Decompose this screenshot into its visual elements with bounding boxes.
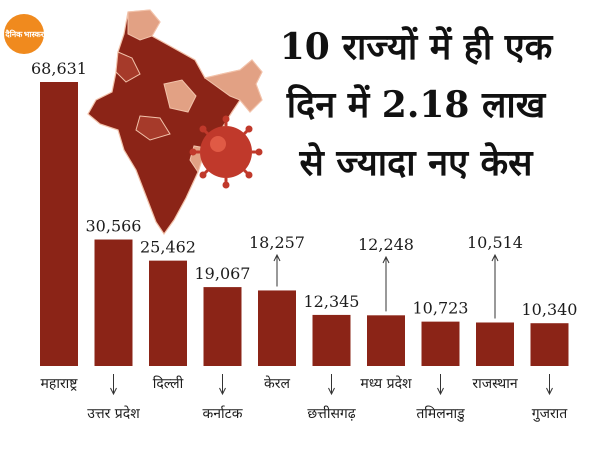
bar-3 xyxy=(149,260,187,366)
up-arrow-icon xyxy=(491,253,499,262)
headline-line-1: 10 राज्यों में ही एक xyxy=(279,26,553,68)
coronavirus-icon xyxy=(189,115,263,189)
down-arrow-icon xyxy=(110,387,117,396)
category-label-5: केरल xyxy=(264,375,290,392)
category-label-7: मध्य प्रदेश xyxy=(360,375,412,392)
bar-9 xyxy=(476,322,514,366)
category-label-4: कर्नाटक xyxy=(203,405,243,422)
bar-6 xyxy=(312,314,351,366)
bar-5 xyxy=(258,290,296,366)
value-label-7: 12,248 xyxy=(358,235,414,254)
bar-8 xyxy=(421,321,460,366)
bar-10 xyxy=(530,323,569,366)
bar-7 xyxy=(367,315,405,366)
logo-line-2: भास्कर xyxy=(23,29,44,39)
value-label-3: 25,462 xyxy=(140,238,196,257)
bar-1 xyxy=(40,82,78,366)
up-arrow-icon xyxy=(273,253,281,262)
category-label-6: छत्तीसगढ़ xyxy=(307,405,356,422)
value-label-6: 12,345 xyxy=(304,292,360,311)
value-label-2: 30,566 xyxy=(86,217,142,236)
category-label-3: दिल्ली xyxy=(153,375,184,392)
headline-line-2: दिन में 2.18 लाख xyxy=(286,84,546,126)
india-map-icon xyxy=(87,9,263,236)
category-label-9: राजस्थान xyxy=(472,376,517,392)
value-label-9: 10,514 xyxy=(467,233,523,252)
logo-line-1: दैनिक xyxy=(5,29,23,39)
category-label-1: महाराष्ट्र xyxy=(41,376,79,392)
value-label-1: 68,631 xyxy=(31,59,87,78)
value-label-10: 10,340 xyxy=(522,300,578,319)
category-label-2: उत्तर प्रदेश xyxy=(87,405,140,422)
down-arrow-icon xyxy=(328,387,335,396)
up-arrow-icon xyxy=(382,255,390,264)
down-arrow-icon xyxy=(437,387,444,396)
down-arrow-icon xyxy=(219,387,226,396)
down-arrow-icon xyxy=(546,387,553,396)
bar-2 xyxy=(94,239,133,366)
dainik-bhaskar-logo: दैनिक भास्कर xyxy=(4,14,44,54)
category-label-8: तमिलनाडु xyxy=(416,405,465,422)
headline-line-3: से ज्यादा नए केस xyxy=(299,142,533,184)
value-label-8: 10,723 xyxy=(413,299,469,318)
value-label-5: 18,257 xyxy=(249,233,305,252)
value-label-4: 19,067 xyxy=(195,264,251,283)
headline: 10 राज्यों में ही एक दिन में 2.18 लाख से… xyxy=(238,18,594,192)
category-label-10: गुजरात xyxy=(532,406,569,422)
bar-4 xyxy=(203,287,242,366)
